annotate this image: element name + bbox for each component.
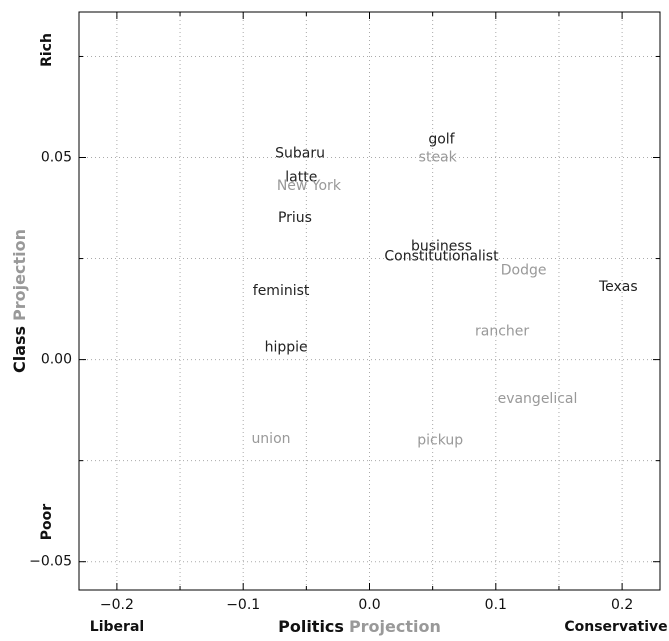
- word-point: union: [251, 431, 290, 447]
- x-tick-label: 0.2: [611, 597, 633, 613]
- word-point: golf: [428, 131, 455, 147]
- x-end-label: Liberal: [90, 619, 144, 635]
- y-tick-label: −0.05: [29, 554, 72, 570]
- plot-frame: [78, 11, 661, 591]
- word-point: Subaru: [275, 145, 325, 161]
- word-point: Texas: [598, 279, 638, 295]
- word-point: New York: [277, 178, 342, 194]
- axis-title-part: Projection: [10, 229, 29, 321]
- word-point: Constitutionalist: [384, 249, 499, 265]
- word-point: feminist: [253, 283, 310, 299]
- axis-title-part: Projection: [349, 617, 441, 636]
- word-point: hippie: [265, 339, 308, 355]
- y-end-label: Rich: [39, 33, 55, 67]
- x-tick-label: 0.0: [358, 597, 380, 613]
- word-point: evangelical: [498, 391, 578, 407]
- y-axis-title: Class Projection: [10, 229, 29, 373]
- axis-title-part: Politics: [278, 617, 344, 636]
- word-point: Prius: [278, 210, 312, 226]
- word-point: latte: [285, 170, 317, 186]
- x-tick-label: −0.2: [100, 597, 134, 613]
- y-tick-label: 0.00: [41, 352, 72, 368]
- x-tick-label: −0.1: [226, 597, 260, 613]
- word-point: steak: [419, 150, 458, 166]
- axis-title-part: Class: [10, 326, 29, 373]
- x-end-label: Conservative: [564, 619, 667, 635]
- y-tick-label: 0.05: [41, 150, 72, 166]
- word-point: Dodge: [501, 263, 547, 279]
- x-axis-title: Politics Projection: [278, 617, 441, 636]
- y-end-label: Poor: [39, 504, 55, 540]
- x-tick-label: 0.1: [485, 597, 507, 613]
- word-point: business: [411, 238, 472, 254]
- word-point: rancher: [475, 323, 529, 339]
- word-point: pickup: [417, 432, 463, 448]
